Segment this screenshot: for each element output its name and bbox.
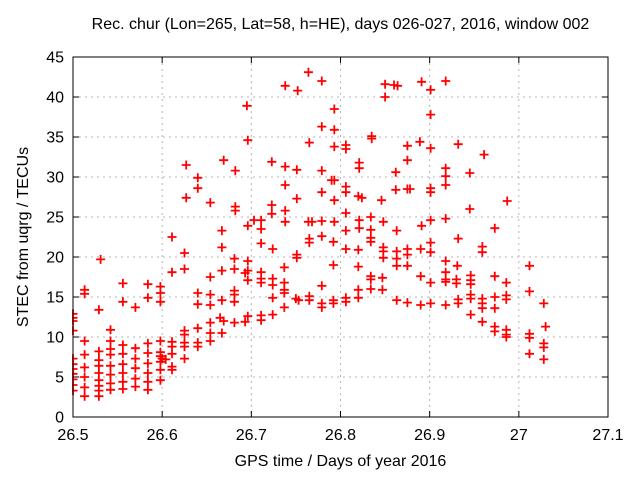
svg-text:35: 35 [46,130,64,147]
svg-text:27.1: 27.1 [592,427,623,444]
svg-text:26.9: 26.9 [414,427,445,444]
svg-text:26.8: 26.8 [325,427,356,444]
svg-text:26.7: 26.7 [236,427,267,444]
tick-labels: 26.5 26.6 26.7 26.8 26.9 27 27.1 0 5 10 15 20 25 30 35… [46,50,623,445]
svg-text:5: 5 [55,370,64,387]
svg-text:40: 40 [46,90,64,107]
chart-title: Rec. chur (Lon=265, Lat=58, h=HE), days … [91,16,590,33]
svg-text:30: 30 [46,170,64,187]
x-axis-title: GPS time / Days of year 2016 [234,453,447,470]
svg-text:26.5: 26.5 [57,427,88,444]
svg-text:0: 0 [55,410,64,427]
svg-text:10: 10 [46,330,64,347]
svg-text:25: 25 [46,210,64,227]
svg-text:20: 20 [46,250,64,267]
data-points [72,67,551,401]
svg-text:26.6: 26.6 [147,427,178,444]
plot-border-and-ticks [72,56,609,418]
grid-lines [73,57,608,417]
svg-text:15: 15 [46,290,64,307]
svg-text:27: 27 [510,427,528,444]
svg-text:45: 45 [46,50,64,67]
